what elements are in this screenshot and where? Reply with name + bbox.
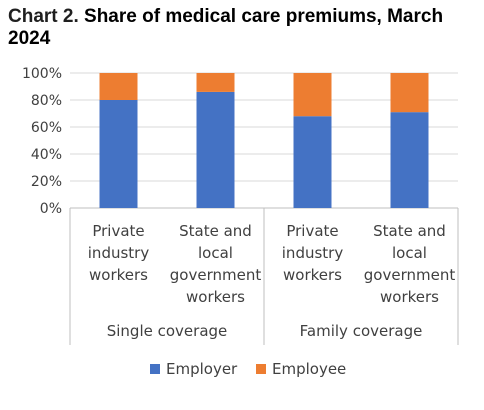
bar-employee (293, 73, 332, 117)
x-category-label: State and local government workers (170, 222, 262, 306)
bar-employee (196, 73, 235, 92)
y-tick-label: 100% (22, 66, 62, 82)
bar-employee (390, 73, 429, 113)
x-category-label: State and local government workers (364, 222, 456, 306)
legend-swatch-employer (150, 364, 160, 374)
group-label: Family coverage (300, 322, 423, 340)
group-label: Single coverage (107, 322, 228, 340)
chart-number: Chart 2. (8, 6, 79, 27)
bar-employer (390, 112, 429, 208)
chart-title-text: Share of medical care premiums, March 20… (8, 6, 444, 49)
x-category-label: Private industry workers (282, 222, 344, 284)
bar-employer (293, 116, 332, 208)
y-tick-label: 40% (31, 147, 62, 163)
y-tick-label: 20% (31, 174, 62, 190)
bar-employer (99, 100, 138, 208)
x-category-label: Private industry workers (88, 222, 150, 284)
legend-label-employer: Employer (166, 360, 238, 378)
y-tick-label: 80% (31, 93, 62, 109)
bar-employer (196, 91, 235, 208)
legend-label-employee: Employee (272, 360, 346, 378)
legend-swatch-employee (256, 364, 266, 374)
y-tick-label: 0% (40, 201, 62, 217)
bar-employee (99, 73, 138, 100)
y-tick-label: 60% (31, 120, 62, 136)
chart-title: Chart 2. Share of medical care premiums,… (8, 6, 478, 50)
